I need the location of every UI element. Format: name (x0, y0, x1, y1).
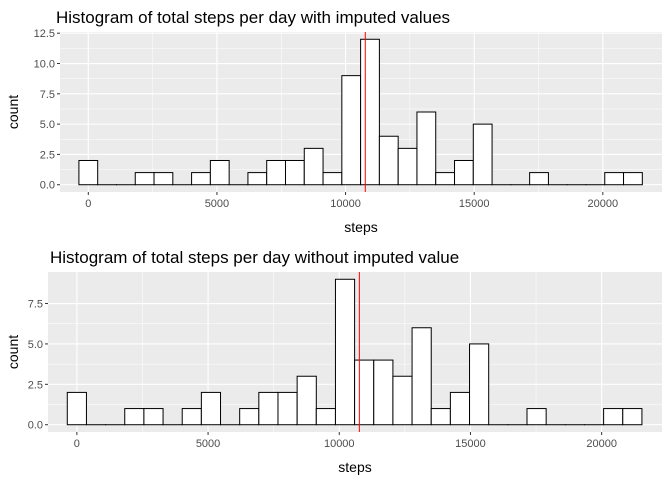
histogram-bar (266, 159, 286, 186)
histogram-bar (66, 391, 87, 426)
histogram-bar (469, 343, 490, 426)
x-tick-label: 15000 (459, 198, 490, 210)
x-tick-label: 5000 (205, 198, 229, 210)
histogram-bar (153, 172, 174, 186)
histogram-bar (78, 159, 99, 186)
y-tick-label: 7.5 (40, 89, 55, 101)
histogram-bar (411, 327, 432, 426)
histogram-bar (134, 172, 155, 186)
y-tick-label: 10.0 (34, 59, 55, 71)
y-tick-label: 12.5 (34, 28, 55, 40)
y-tick-label: 2.5 (40, 149, 55, 161)
histogram-bar (526, 408, 547, 426)
histogram-bar (416, 111, 437, 186)
histogram-bar (603, 408, 624, 426)
x-tick-label: 5000 (196, 438, 220, 450)
y-tick-label: 0.0 (40, 180, 55, 192)
histogram-bar (360, 38, 380, 186)
histogram-bar (258, 391, 279, 426)
y-axis-title: count (5, 335, 21, 369)
histogram-bar (315, 408, 336, 426)
histogram-bar (430, 408, 451, 426)
histogram-panel-2: Histogram of total steps per day without… (5, 248, 662, 475)
x-axis-title: steps (338, 459, 371, 475)
y-tick-label: 5.0 (40, 119, 55, 131)
histogram-bar (472, 123, 493, 186)
histogram-bar (622, 408, 643, 426)
histogram-bar (322, 172, 343, 186)
histogram-bar (209, 159, 230, 186)
x-tick-label: 10000 (330, 198, 361, 210)
x-tick-label: 0 (74, 438, 80, 450)
histogram-panel-1: Histogram of total steps per day with im… (5, 8, 662, 235)
chart-title: Histogram of total steps per day with im… (56, 8, 450, 27)
y-tick-label: 5.0 (28, 339, 43, 351)
histogram-bar (378, 135, 399, 186)
chart-title: Histogram of total steps per day without… (50, 248, 459, 267)
x-tick-label: 15000 (455, 438, 486, 450)
x-tick-label: 0 (85, 198, 91, 210)
y-tick-label: 0.0 (28, 420, 43, 432)
x-tick-label: 20000 (588, 198, 619, 210)
histogram-bar (303, 147, 324, 186)
histogram-bar (124, 408, 145, 426)
x-tick-label: 20000 (586, 438, 617, 450)
histogram-bar (334, 278, 356, 426)
histogram-bar (397, 147, 418, 186)
histogram-bar (143, 408, 164, 426)
histogram-bar (239, 408, 260, 426)
x-tick-label: 10000 (324, 438, 355, 450)
histogram-bar (341, 75, 362, 186)
histogram-bar (454, 159, 474, 186)
histogram-bar (392, 375, 413, 426)
histogram-bar (529, 172, 549, 186)
histogram-bar (296, 375, 317, 426)
histogram-bar (623, 172, 643, 186)
y-tick-label: 2.5 (28, 379, 43, 391)
y-tick-label: 7.5 (28, 299, 43, 311)
histogram-bar (277, 391, 298, 426)
histogram-bar (284, 159, 305, 186)
histogram-bar (247, 172, 268, 186)
histogram-bar (604, 172, 625, 186)
histogram-bar (354, 359, 375, 426)
histogram-bar (181, 408, 202, 426)
histogram-bar (191, 172, 211, 186)
histogram-bar (449, 391, 471, 426)
histogram-bar (200, 391, 222, 426)
histogram-bar (373, 359, 394, 426)
x-axis-title: steps (344, 219, 377, 235)
histogram-bar (435, 172, 456, 186)
y-axis-title: count (5, 95, 21, 129)
